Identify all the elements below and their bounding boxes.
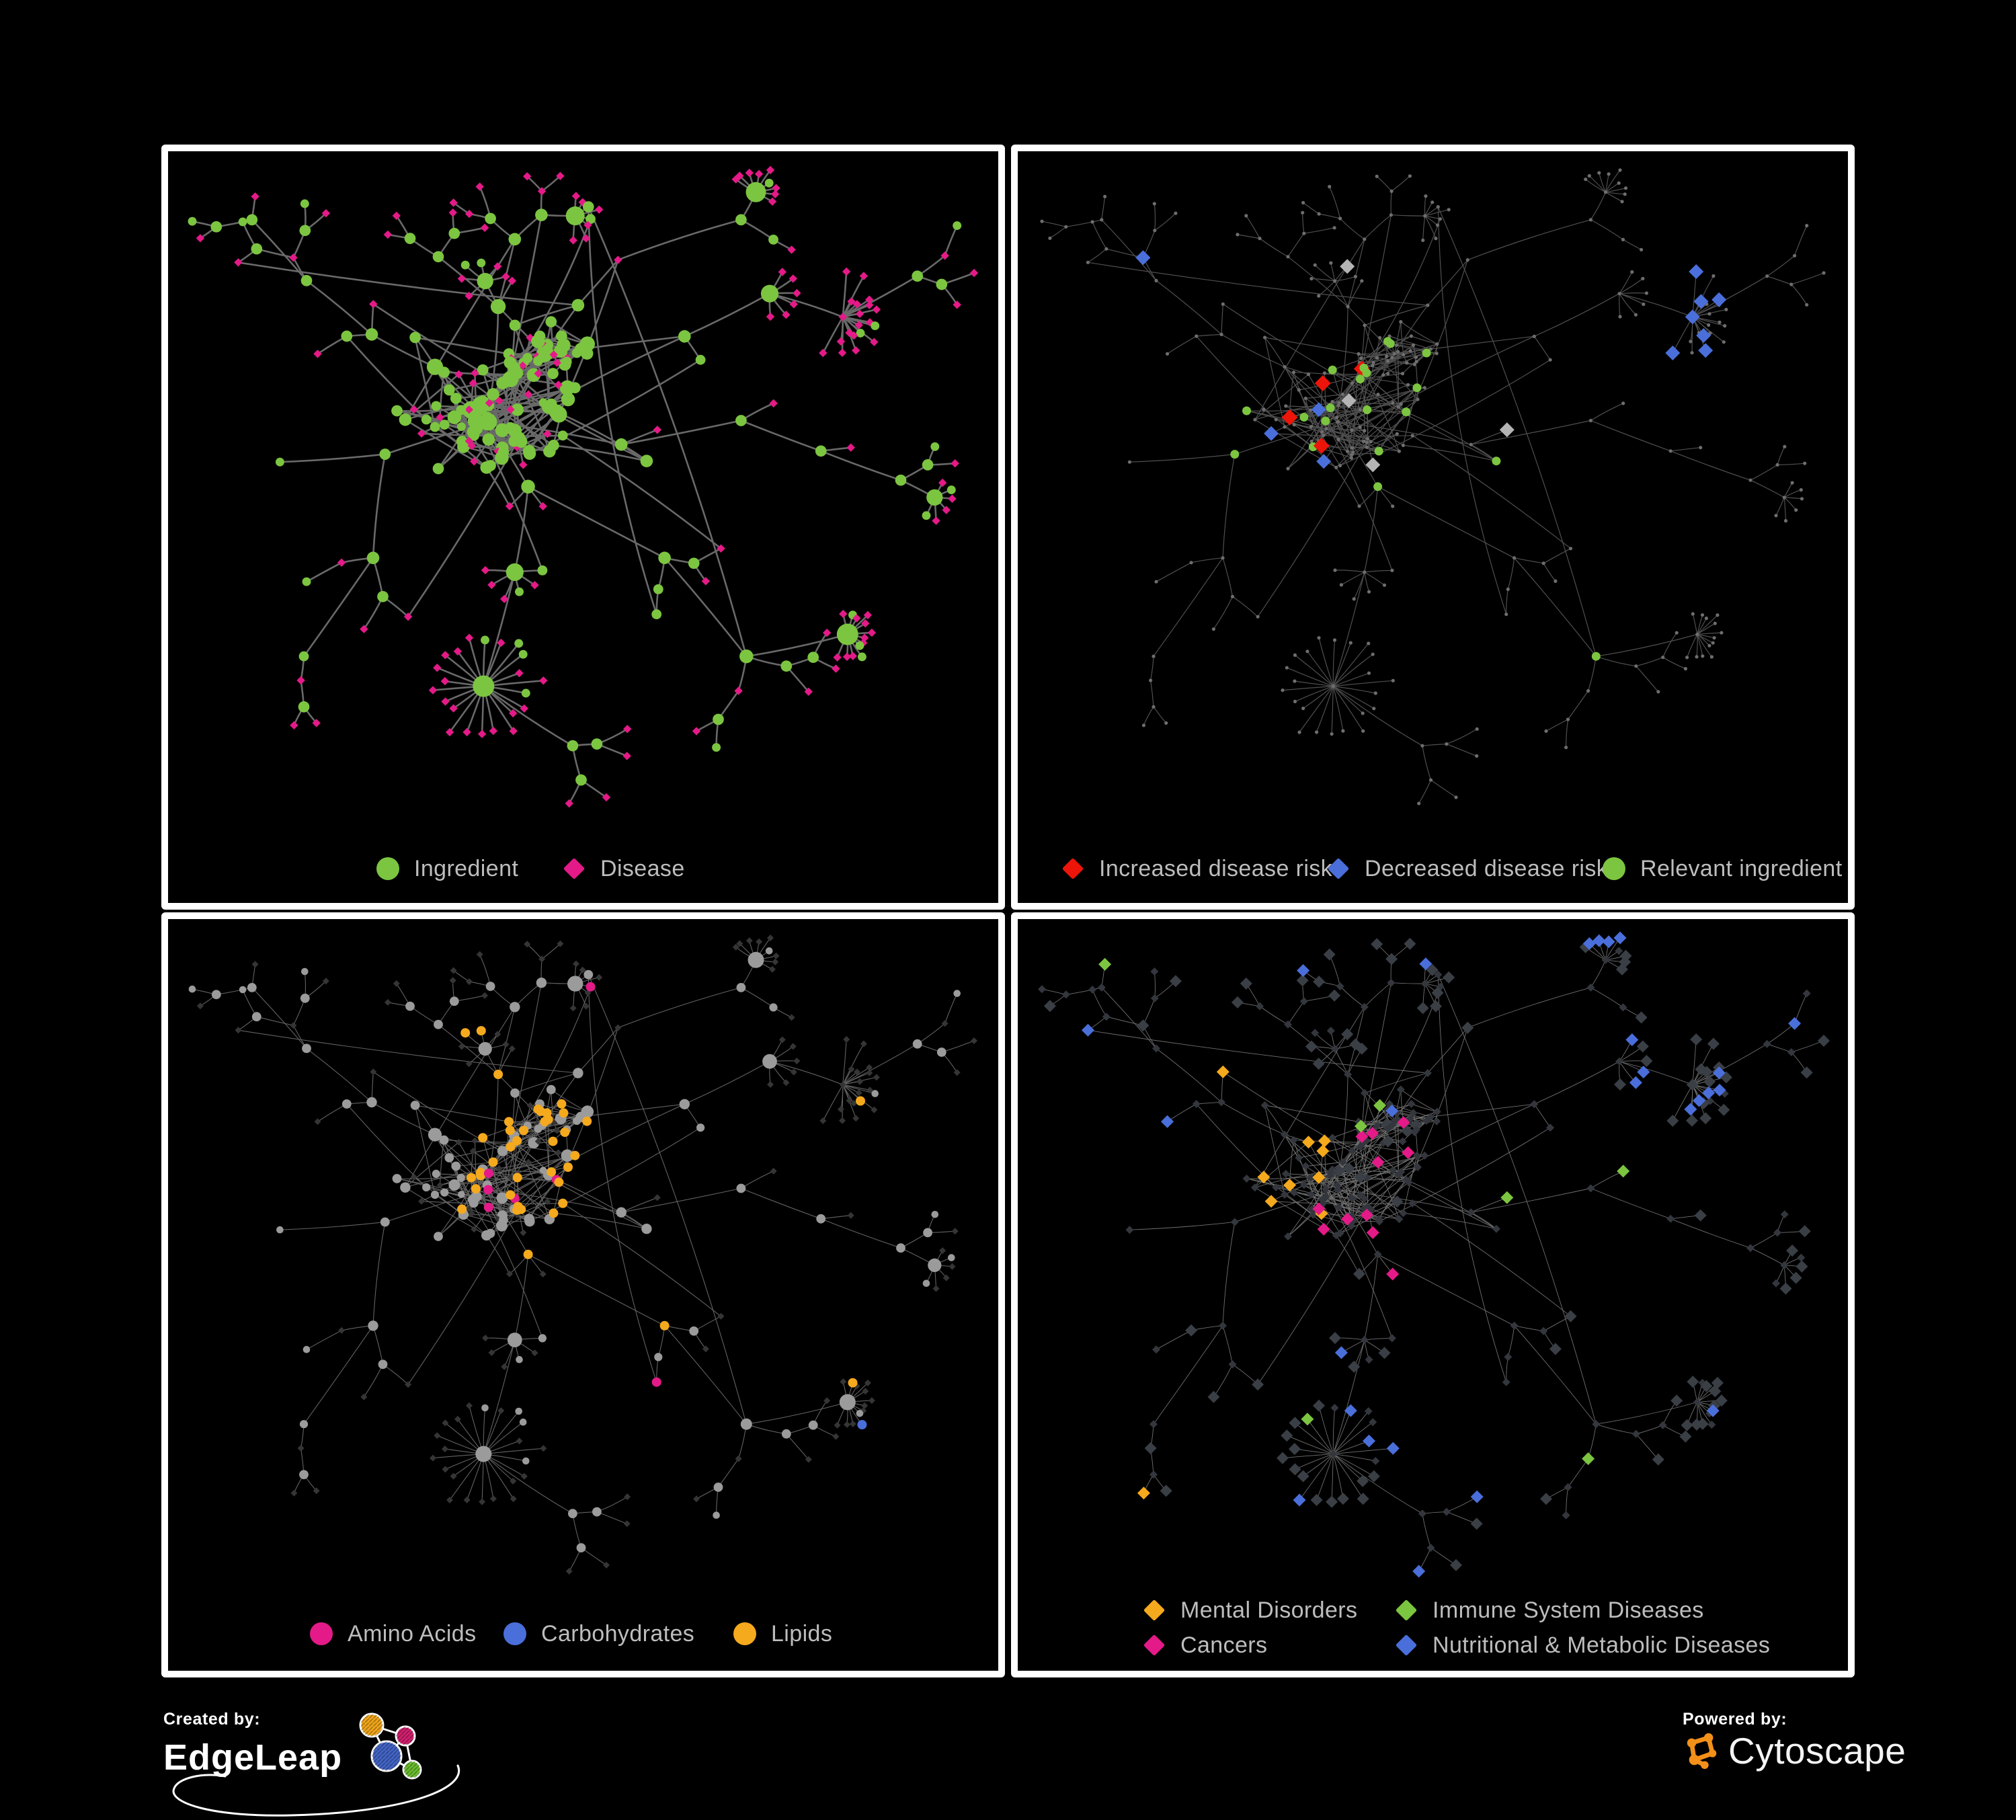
created-by-label: Created by: — [163, 1710, 261, 1729]
mental-disorders-diamond-icon — [1143, 1599, 1166, 1622]
legend-label: Disease — [600, 856, 685, 881]
legend-item-relevant-ingredient: Relevant ingredient — [1603, 854, 1843, 883]
network-graph-disease-categories — [1038, 931, 1830, 1578]
immune-system-diamond-icon — [1395, 1599, 1418, 1622]
edgeleap-credit: Created by: EdgeLeap — [163, 1710, 513, 1820]
legend-label: Nutritional & Metabolic Diseases — [1433, 1632, 1771, 1658]
relevant-ingredient-circle-icon — [1603, 857, 1625, 880]
edgeleap-brand-text: EdgeLeap — [163, 1737, 343, 1778]
cytoscape-credit: Powered by: Cytoscape — [1683, 1710, 1992, 1804]
legend-label: Increased disease risk — [1099, 856, 1333, 881]
legend-item-increased-risk: Increased disease risk — [1061, 854, 1332, 883]
amino-acids-circle-icon — [310, 1622, 333, 1645]
cancers-diamond-icon — [1143, 1634, 1166, 1657]
legend-item-cancers: Cancers — [1143, 1630, 1267, 1660]
edgeleap-logo-icon — [359, 1712, 422, 1780]
disease-diamond-icon — [563, 857, 586, 880]
legend-label: Cancers — [1180, 1632, 1268, 1658]
legend-item-carbohydrates: Carbohydrates — [503, 1619, 694, 1649]
legend-label: Decreased disease risk — [1365, 856, 1609, 881]
panel-disease-categories: Mental Disorders Immune System Diseases … — [1011, 912, 1855, 1677]
panel-disease-risk: Increased disease risk Decreased disease… — [1011, 145, 1855, 910]
network-graph-disease-risk — [1040, 168, 1826, 805]
network-graph-nutrient-classes — [188, 935, 977, 1575]
legend-item-lipids: Lipids — [733, 1619, 832, 1649]
legend-label: Relevant ingredient — [1640, 856, 1843, 881]
legend-label: Immune System Diseases — [1433, 1597, 1704, 1623]
nutritional-metabolic-diamond-icon — [1395, 1634, 1418, 1657]
panel-nutrient-classes: Amino Acids Carbohydrates Lipids — [161, 912, 1005, 1677]
legend-item-amino-acids: Amino Acids — [310, 1619, 476, 1649]
legend-item-mental-disorders: Mental Disorders — [1143, 1595, 1357, 1625]
legend-label: Amino Acids — [348, 1621, 477, 1647]
carbohydrates-circle-icon — [503, 1622, 526, 1645]
cytoscape-logo-icon — [1687, 1733, 1717, 1770]
lipids-circle-icon — [733, 1622, 756, 1645]
network-graph-ingredient-disease — [188, 165, 979, 808]
legend-label: Carbohydrates — [541, 1621, 695, 1647]
legend-item-nutritional-metabolic-diseases: Nutritional & Metabolic Diseases — [1395, 1630, 1770, 1660]
legend-label: Mental Disorders — [1180, 1597, 1358, 1623]
decreased-risk-diamond-icon — [1327, 857, 1350, 880]
legend-label: Ingredient — [414, 856, 519, 881]
increased-risk-diamond-icon — [1061, 857, 1084, 880]
cytoscape-brand-text: Cytoscape — [1728, 1730, 1906, 1772]
powered-by-label: Powered by: — [1683, 1710, 1787, 1729]
panel-ingredient-disease: Ingredient Disease — [161, 145, 1005, 910]
ingredient-circle-icon — [376, 857, 399, 880]
legend-label: Lipids — [771, 1621, 833, 1647]
legend-item-immune-system-diseases: Immune System Diseases — [1395, 1595, 1704, 1625]
legend-item-decreased-risk: Decreased disease risk — [1327, 854, 1608, 883]
legend-item-disease: Disease — [563, 854, 685, 883]
legend-item-ingredient: Ingredient — [376, 854, 518, 883]
